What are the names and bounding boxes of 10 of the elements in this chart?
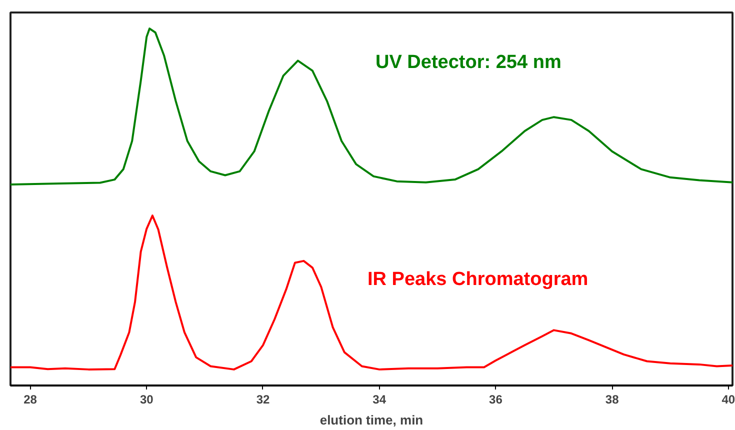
- x-tick-label: 28: [24, 392, 38, 406]
- x-tick-label: 30: [140, 392, 154, 406]
- x-tick-label: 32: [256, 392, 270, 406]
- text: IR Peaks Chromatogram: [368, 269, 588, 290]
- x-tick-label: 36: [489, 392, 503, 406]
- x-axis-title: elution time, min: [320, 412, 424, 428]
- x-tick-label: 34: [372, 392, 386, 406]
- x-tick-label: 38: [605, 392, 620, 406]
- x-tick-label: 40: [722, 392, 735, 406]
- text: UV Detector: 254 nm: [376, 52, 562, 73]
